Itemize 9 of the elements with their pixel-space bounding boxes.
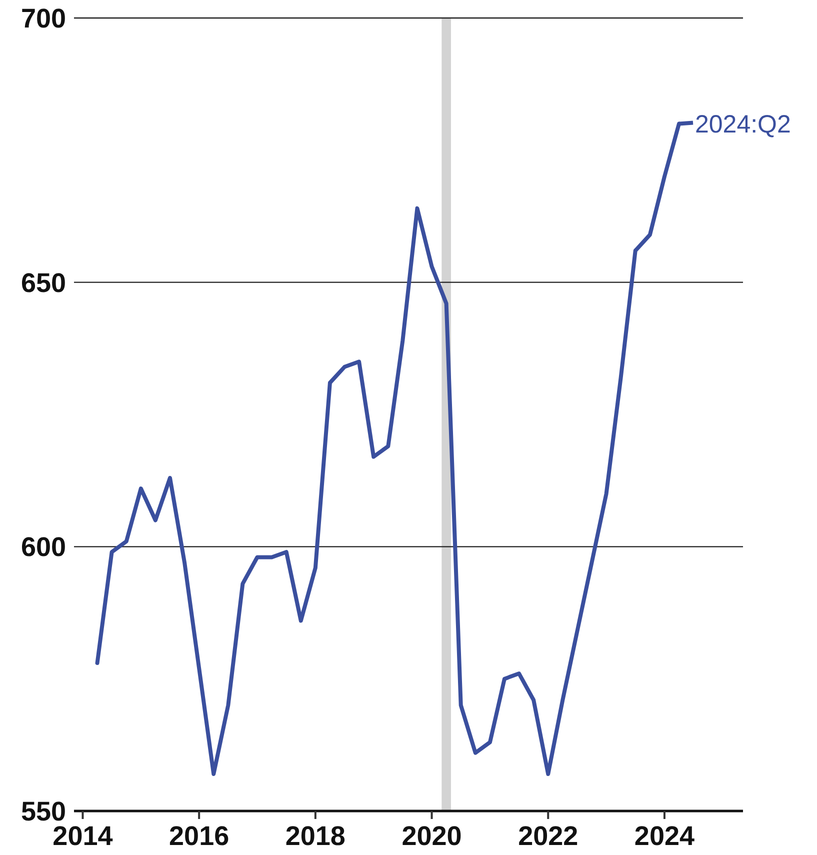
y-tick-label: 650 (20, 268, 66, 298)
y-tick-label: 600 (20, 532, 66, 562)
x-tick-label: 2016 (169, 821, 230, 851)
x-tick-label: 2024 (634, 821, 695, 851)
x-tick-label: 2020 (402, 821, 462, 851)
x-tick-label: 2022 (518, 821, 578, 851)
y-tick-label: 700 (20, 3, 66, 34)
x-tick-label: 2018 (285, 821, 346, 851)
annotation: 2024:Q2 (695, 110, 791, 138)
